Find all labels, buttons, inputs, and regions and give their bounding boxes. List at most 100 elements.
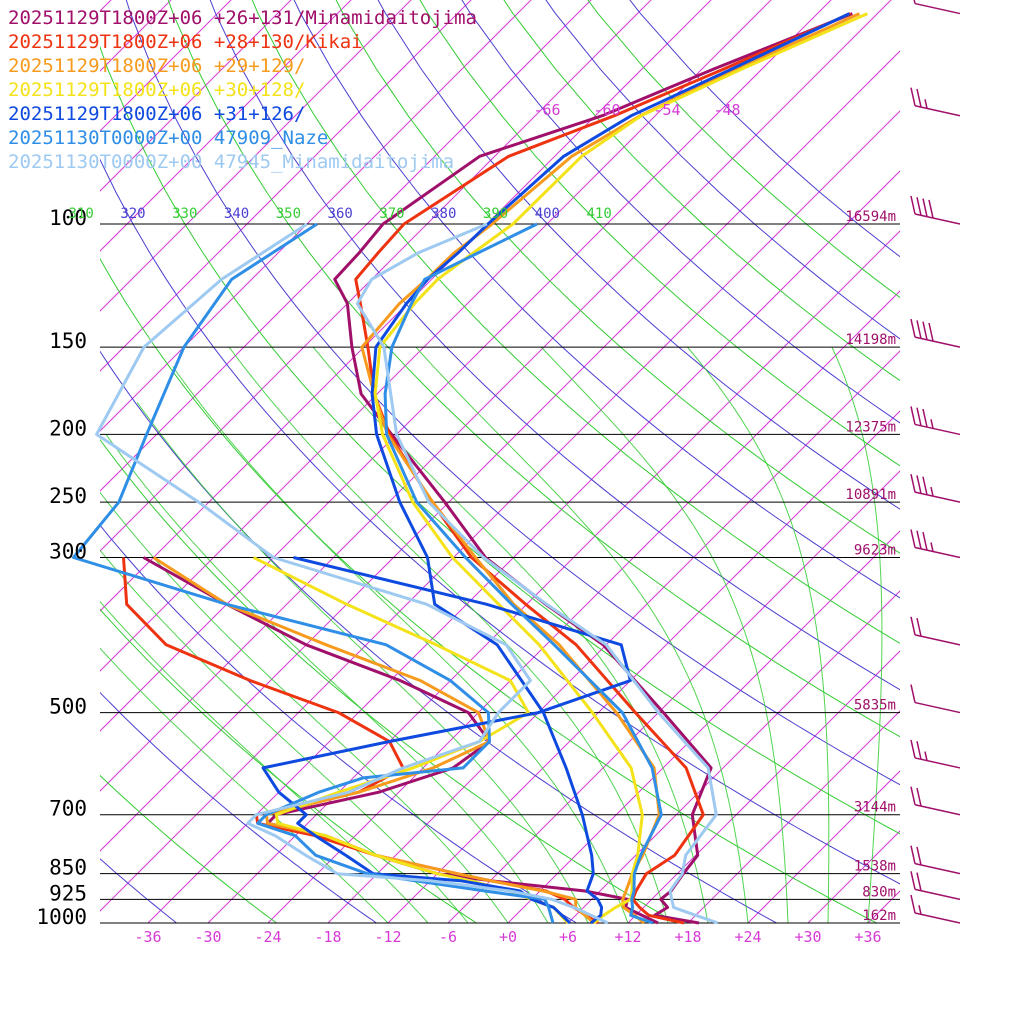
wind-barb <box>910 529 961 559</box>
isotherm-line <box>447 470 900 923</box>
temperature-tick-label: +6 <box>559 928 577 946</box>
theta-label: 310 <box>69 206 94 222</box>
pressure-label: 850 <box>49 856 87 880</box>
wind-barb-flag <box>913 0 916 4</box>
temperature-tick-label: +12 <box>614 928 641 946</box>
isotherm-line <box>100 0 412 312</box>
pressure-label: 700 <box>49 797 87 821</box>
temperature-tick-label: -36 <box>134 928 161 946</box>
dry-adiabat-line <box>100 158 900 885</box>
axis-labels: 100 16594m 150 14198m 200 12375m 250 10891m 300 9… <box>36 101 896 946</box>
wind-barb-half-flag <box>924 99 928 109</box>
wind-barb-staff <box>914 912 961 924</box>
wind-barb-staff <box>914 491 961 503</box>
height-label: 10891m <box>845 487 896 503</box>
wind-barb <box>910 318 961 348</box>
dry-adiabat-line <box>209 0 900 691</box>
wind-barb <box>910 739 961 769</box>
temperature-tick-label: -18 <box>314 928 341 946</box>
isotherm-line <box>687 710 900 923</box>
height-label: 5835m <box>854 698 896 714</box>
dry-adiabat-line <box>377 0 900 510</box>
temperature-tick-label: -12 <box>374 928 401 946</box>
wind-barb-flag <box>922 476 928 495</box>
temperature-profile <box>383 222 663 925</box>
moist-adiabat-line <box>908 347 953 923</box>
wind-barb-flag <box>910 318 916 338</box>
pressure-label: 1000 <box>36 905 87 929</box>
pressure-label: 200 <box>49 416 87 440</box>
wind-barb-staff <box>914 634 961 646</box>
pressure-label: 250 <box>49 484 87 508</box>
height-label: 1538m <box>854 859 896 875</box>
dewpoint-profile <box>95 222 609 925</box>
dry-adiabat-line <box>100 257 878 923</box>
moist-adiabat-line <box>312 346 709 923</box>
wind-barb-half-flag <box>924 751 928 761</box>
wind-barb-flag <box>910 739 916 759</box>
wind-barb-flag <box>922 198 928 217</box>
isotherm-line <box>867 890 900 923</box>
wind-barb-flag <box>916 741 922 760</box>
wind-barb <box>910 871 961 901</box>
legend-entry: 20251130T0000Z+00 47945_Minamidaitojima <box>8 151 454 173</box>
dry-adiabat-line <box>293 0 900 599</box>
legend-entry: 20251129T1800Z+06 +29+129/ <box>8 55 305 77</box>
wind-barb-flag <box>910 616 916 636</box>
wind-barb-flag <box>916 617 922 637</box>
temperature-tick-label: +18 <box>674 928 701 946</box>
wind-barb-flag <box>910 406 916 425</box>
wind-barbs <box>910 0 961 924</box>
height-label: 162m <box>862 908 896 924</box>
wind-barb-flag <box>910 786 916 805</box>
wind-barb-staff <box>914 2 961 15</box>
wind-barb-staff <box>914 213 961 225</box>
wind-barb <box>910 894 961 924</box>
pressure-label: 500 <box>49 695 87 719</box>
dewpoint-profile <box>122 557 599 925</box>
isotherm-line <box>928 0 1024 923</box>
dry-adiabat-line <box>125 0 900 786</box>
theta-label: 400 <box>535 206 560 222</box>
theta-label: 350 <box>276 206 301 222</box>
wind-barb-staff <box>914 336 961 348</box>
upper-isotherm-label: -66 <box>533 101 560 119</box>
wind-barb-half-flag <box>930 486 934 497</box>
temperature-profile <box>373 12 869 925</box>
temperature-tick-label: +0 <box>499 928 517 946</box>
wind-barb-staff <box>914 546 961 559</box>
moist-adiabat-line <box>100 600 429 923</box>
wind-barb-flag <box>916 475 922 494</box>
wind-barb-flag <box>916 846 922 866</box>
upper-isotherm-label: -60 <box>593 101 620 119</box>
wind-barb-flag <box>910 529 916 548</box>
pressure-label: 925 <box>49 881 87 905</box>
wind-barb <box>910 473 961 503</box>
isotherm-line <box>100 0 532 432</box>
theta-label: 410 <box>587 206 612 222</box>
height-label: 16594m <box>845 209 896 225</box>
wind-barb-flag <box>910 871 916 890</box>
moist-adiabat-line <box>228 346 669 923</box>
wind-barb-flag <box>916 320 922 339</box>
wind-barb <box>910 87 961 117</box>
wind-barb-half-flag <box>930 419 934 429</box>
isotherm-line <box>100 0 292 192</box>
theta-label: 390 <box>483 206 508 222</box>
moist-adiabat-line <box>105 434 549 923</box>
theta-label: 340 <box>224 206 249 222</box>
isotherm-line <box>507 530 900 923</box>
isotherm-line <box>100 0 472 372</box>
legend-entry: 20251129T1800Z+06 +26+131/Minamidaitojim… <box>8 7 477 29</box>
moist-adiabat-line <box>831 346 883 923</box>
isotherm-line <box>567 590 900 923</box>
isotherm-line <box>327 350 900 923</box>
pressure-label: 300 <box>49 540 87 564</box>
legend-entry: 20251129T1800Z+06 +30+128/ <box>8 79 305 101</box>
theta-label: 360 <box>328 206 353 222</box>
wind-barb-half-flag <box>918 905 922 915</box>
theta-label: 320 <box>120 206 145 222</box>
wind-barb <box>910 616 961 646</box>
wind-barb-staff <box>914 803 961 816</box>
